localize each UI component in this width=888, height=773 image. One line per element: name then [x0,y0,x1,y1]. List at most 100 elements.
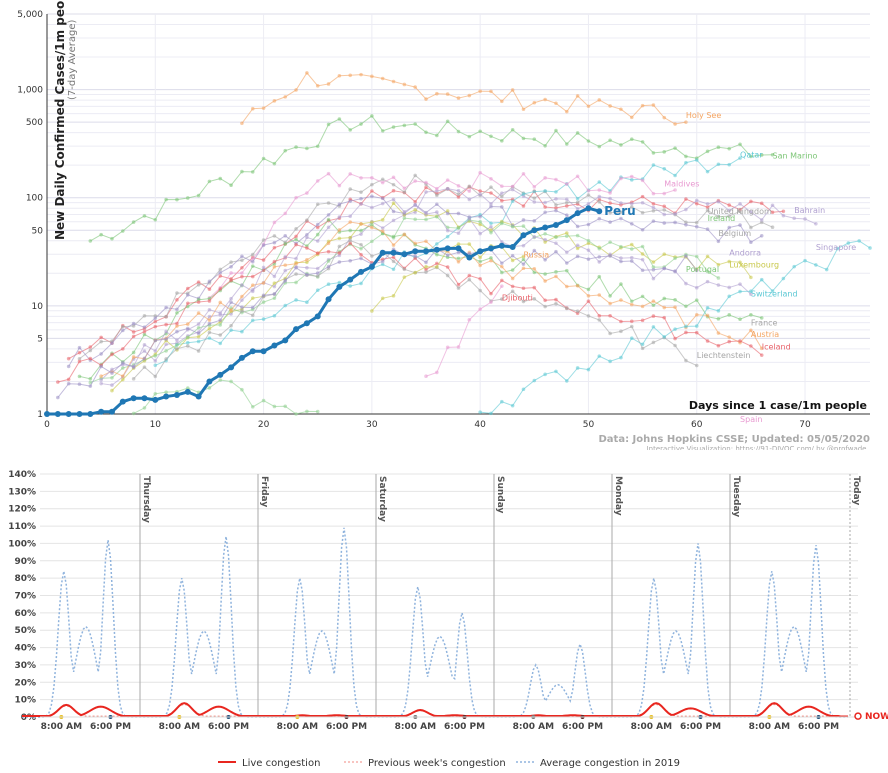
x-tick-label: 8:00 AM [41,722,82,732]
background-series-point [749,210,753,214]
background-series-point [435,242,439,246]
background-series-point [640,210,645,215]
background-series-point [229,296,233,301]
background-series-point [575,206,580,211]
background-series-point [250,313,255,318]
background-series-point [207,330,212,335]
background-series-point [305,246,309,250]
background-series-point [640,342,645,347]
background-series-point [662,305,667,310]
background-series-point [554,206,558,210]
background-series-point [348,73,353,78]
background-series-point [175,311,179,315]
background-series-point [532,267,537,271]
background-series-point [575,246,580,251]
background-series-point [759,201,764,206]
background-series-point [543,257,547,262]
background-series-point [294,412,298,416]
background-series-point [510,284,515,289]
background-series-point [586,248,591,252]
peru-point [98,408,105,415]
y-tick-label: 1 [37,410,43,420]
background-series-point [597,180,602,184]
background-series-point [456,242,461,246]
background-series-point [575,283,580,288]
background-series-point [456,259,461,264]
background-series-point [99,335,103,340]
background-series-point [283,242,288,246]
peru-point [585,205,592,212]
background-series-point [121,366,125,370]
background-series-point [402,82,407,87]
background-series-point [727,259,732,264]
background-series-point [640,268,645,273]
background-series-point [185,326,190,331]
background-series-point [532,285,537,290]
background-series-point [110,341,114,346]
background-series-point [489,191,493,195]
x-tick-label: 6:00 PM [444,722,485,732]
background-series-point [359,122,363,126]
background-series-point [662,115,667,120]
background-series-point [456,129,461,134]
background-series-point [445,273,450,278]
background-series-point [348,199,353,203]
background-series-point [240,308,244,313]
background-series-point [727,294,732,299]
background-series-point [651,191,656,196]
peru-point [141,395,148,402]
background-series-point [240,265,244,270]
background-series-point [196,322,201,326]
background-series-point [380,76,385,81]
peru-point [271,342,278,349]
background-series-point [305,265,309,270]
background-series-point [391,294,396,298]
background-series-point [435,202,439,207]
background-series-point [359,246,363,251]
background-series-point [250,252,255,257]
background-series-point [218,378,223,382]
background-series-point [153,349,158,353]
background-series-point [272,240,277,245]
peru-point [444,245,451,252]
background-series-point [684,304,688,309]
background-series-point [489,201,493,206]
background-series-point [478,189,482,193]
background-series-point [164,342,168,347]
background-series-point [554,297,558,302]
background-series-point [435,261,439,266]
peru-point [379,249,386,256]
background-series-point [651,260,656,264]
background-series-point [294,88,298,92]
background-series-point [424,130,428,135]
background-series-point [153,319,158,324]
background-series-point [456,96,461,100]
background-series-point [110,367,114,372]
y-tick-label: 80% [14,574,36,584]
background-series-point [77,350,82,355]
background-series-point [727,146,732,151]
background-series-point [348,187,353,191]
background-series-point [662,204,667,209]
background-series-point [640,103,645,108]
background-series-point [640,257,645,262]
country-label: Switzerland [751,290,798,299]
background-series-point [694,254,699,259]
background-series-point [608,210,612,215]
background-series-point [564,142,569,146]
background-series-point [694,198,699,203]
background-series-point [543,372,547,377]
background-series-point [207,321,212,326]
background-series-point [456,211,461,216]
y-tick-label: 30% [14,661,36,671]
peru-point [368,263,375,270]
background-series-point [759,346,764,351]
background-series-point [153,359,158,363]
background-series-point [121,374,125,378]
background-series-point [250,296,255,300]
background-series-point [770,210,775,215]
background-series-point [370,239,374,244]
background-series-point [185,344,190,348]
background-series-point [315,251,320,255]
background-series-point [456,192,461,197]
